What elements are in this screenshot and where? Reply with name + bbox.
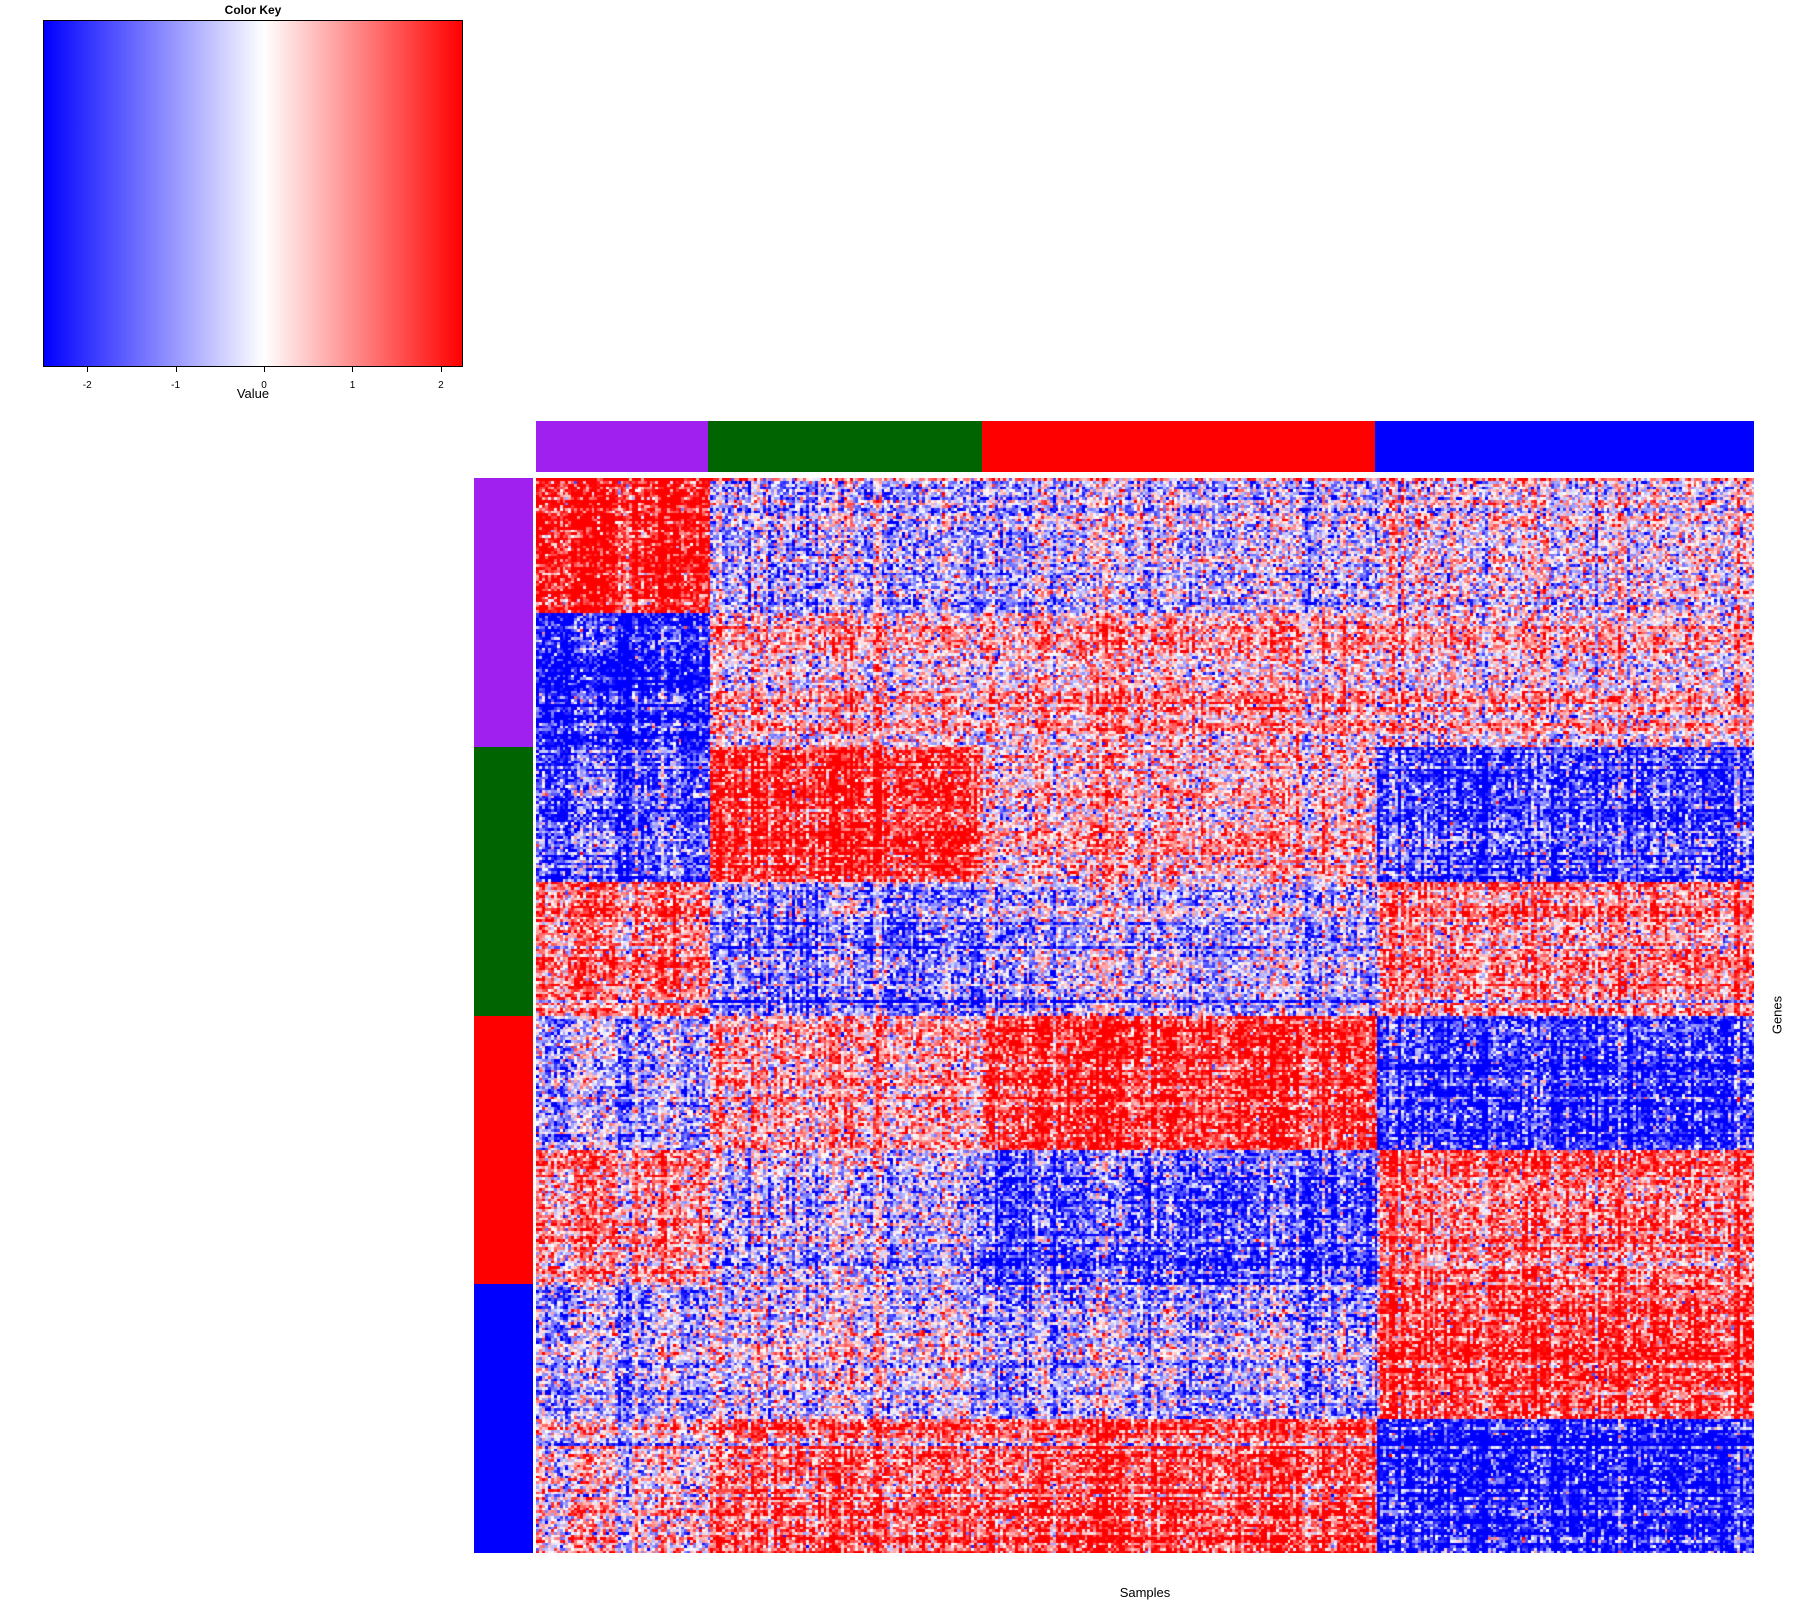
row-group-segment bbox=[474, 478, 533, 747]
color-key-xlabel: Value bbox=[236, 386, 270, 401]
column-group-sidebar bbox=[536, 421, 1754, 472]
column-group-segment bbox=[981, 421, 1376, 472]
row-group-segment bbox=[474, 746, 533, 1016]
color-key-tick bbox=[175, 367, 177, 372]
color-key-tick-label: 2 bbox=[438, 380, 444, 391]
column-group-segment bbox=[707, 421, 982, 472]
color-key-tick-label: -2 bbox=[82, 380, 92, 391]
color-key-tick bbox=[264, 367, 266, 372]
x-axis-label: Samples bbox=[1119, 1585, 1171, 1600]
column-group-segment bbox=[536, 421, 708, 472]
color-key-axis: -2 -1 0 1 2 bbox=[43, 367, 463, 391]
color-key-tick bbox=[352, 367, 354, 372]
color-key-tick bbox=[87, 367, 89, 372]
color-key-title: Color Key bbox=[224, 3, 282, 17]
color-key-tick-label: -1 bbox=[171, 380, 181, 391]
y-axis-label: Genes bbox=[1769, 995, 1785, 1035]
row-group-segment bbox=[474, 1284, 533, 1553]
color-key-tick-label: 0 bbox=[261, 380, 267, 391]
row-group-segment bbox=[474, 1015, 533, 1285]
color-key-tick bbox=[440, 367, 442, 372]
heatmap-matrix bbox=[536, 478, 1754, 1553]
color-key-tick-label: 1 bbox=[349, 380, 356, 391]
column-group-segment bbox=[1375, 421, 1754, 472]
row-group-sidebar bbox=[474, 478, 533, 1553]
color-key-gradient bbox=[43, 20, 463, 367]
